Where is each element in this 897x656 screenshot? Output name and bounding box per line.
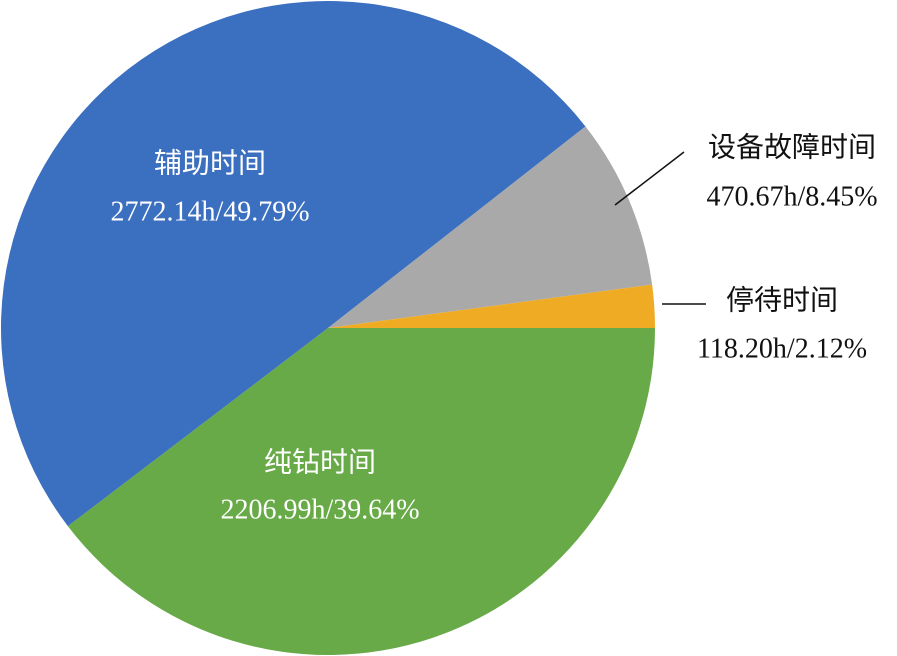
pie-slice xyxy=(67,328,656,656)
pie-slice xyxy=(328,126,653,328)
value-label: 2772.14h/49.79% xyxy=(110,196,309,227)
slice-label: 停待时间 xyxy=(726,284,838,316)
value-label: 2206.99h/39.64% xyxy=(220,494,419,525)
leader-line xyxy=(614,151,685,206)
value-label: 118.20h/2.12% xyxy=(697,333,867,364)
pie-slice xyxy=(328,284,655,328)
value-label: 470.67h/8.45% xyxy=(706,181,877,212)
slice-label: 辅助时间 xyxy=(154,147,266,179)
pie-slice xyxy=(0,0,586,527)
slice-label: 纯钻时间 xyxy=(264,446,376,478)
slice-label: 设备故障时间 xyxy=(708,131,876,163)
